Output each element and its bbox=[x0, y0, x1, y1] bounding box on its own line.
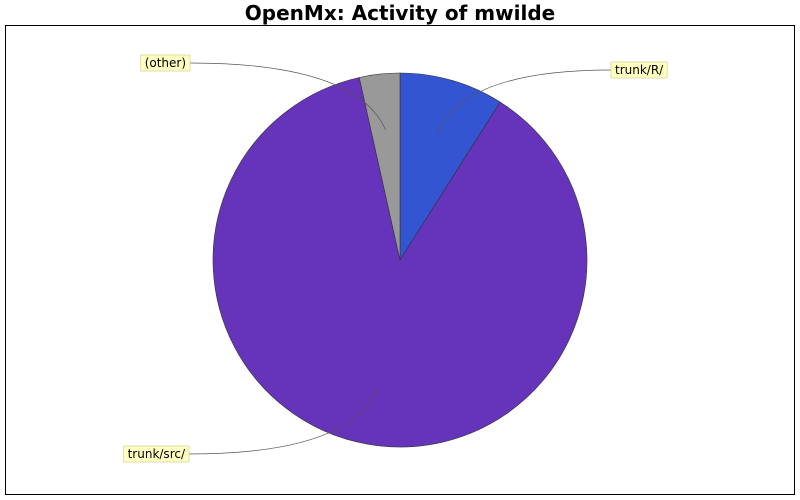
callout-box-other bbox=[140, 54, 191, 72]
callout-label-trunk-r: trunk/R/ bbox=[615, 63, 664, 77]
callout-leader-trunk-src bbox=[188, 388, 378, 455]
callout-box-trunk-src bbox=[123, 445, 190, 463]
pie-callouts: trunk/R/trunk/src/ (other) bbox=[123, 54, 668, 463]
pie-slice-other bbox=[358, 72, 401, 261]
pie-slice-trunk-src bbox=[212, 77, 588, 448]
callout-label-trunk-src: trunk/src/ bbox=[128, 447, 186, 461]
chart-title: OpenMx: Activity of mwilde bbox=[244, 1, 556, 25]
plot-frame bbox=[5, 25, 795, 495]
callout-label-other: (other) bbox=[145, 56, 186, 70]
callout-leader-trunk-r bbox=[436, 69, 612, 135]
callout-leader-other bbox=[189, 62, 386, 131]
pie-slices bbox=[212, 72, 588, 448]
pie-slice-trunk-r bbox=[399, 72, 501, 262]
callout-box-trunk-r bbox=[610, 61, 668, 79]
